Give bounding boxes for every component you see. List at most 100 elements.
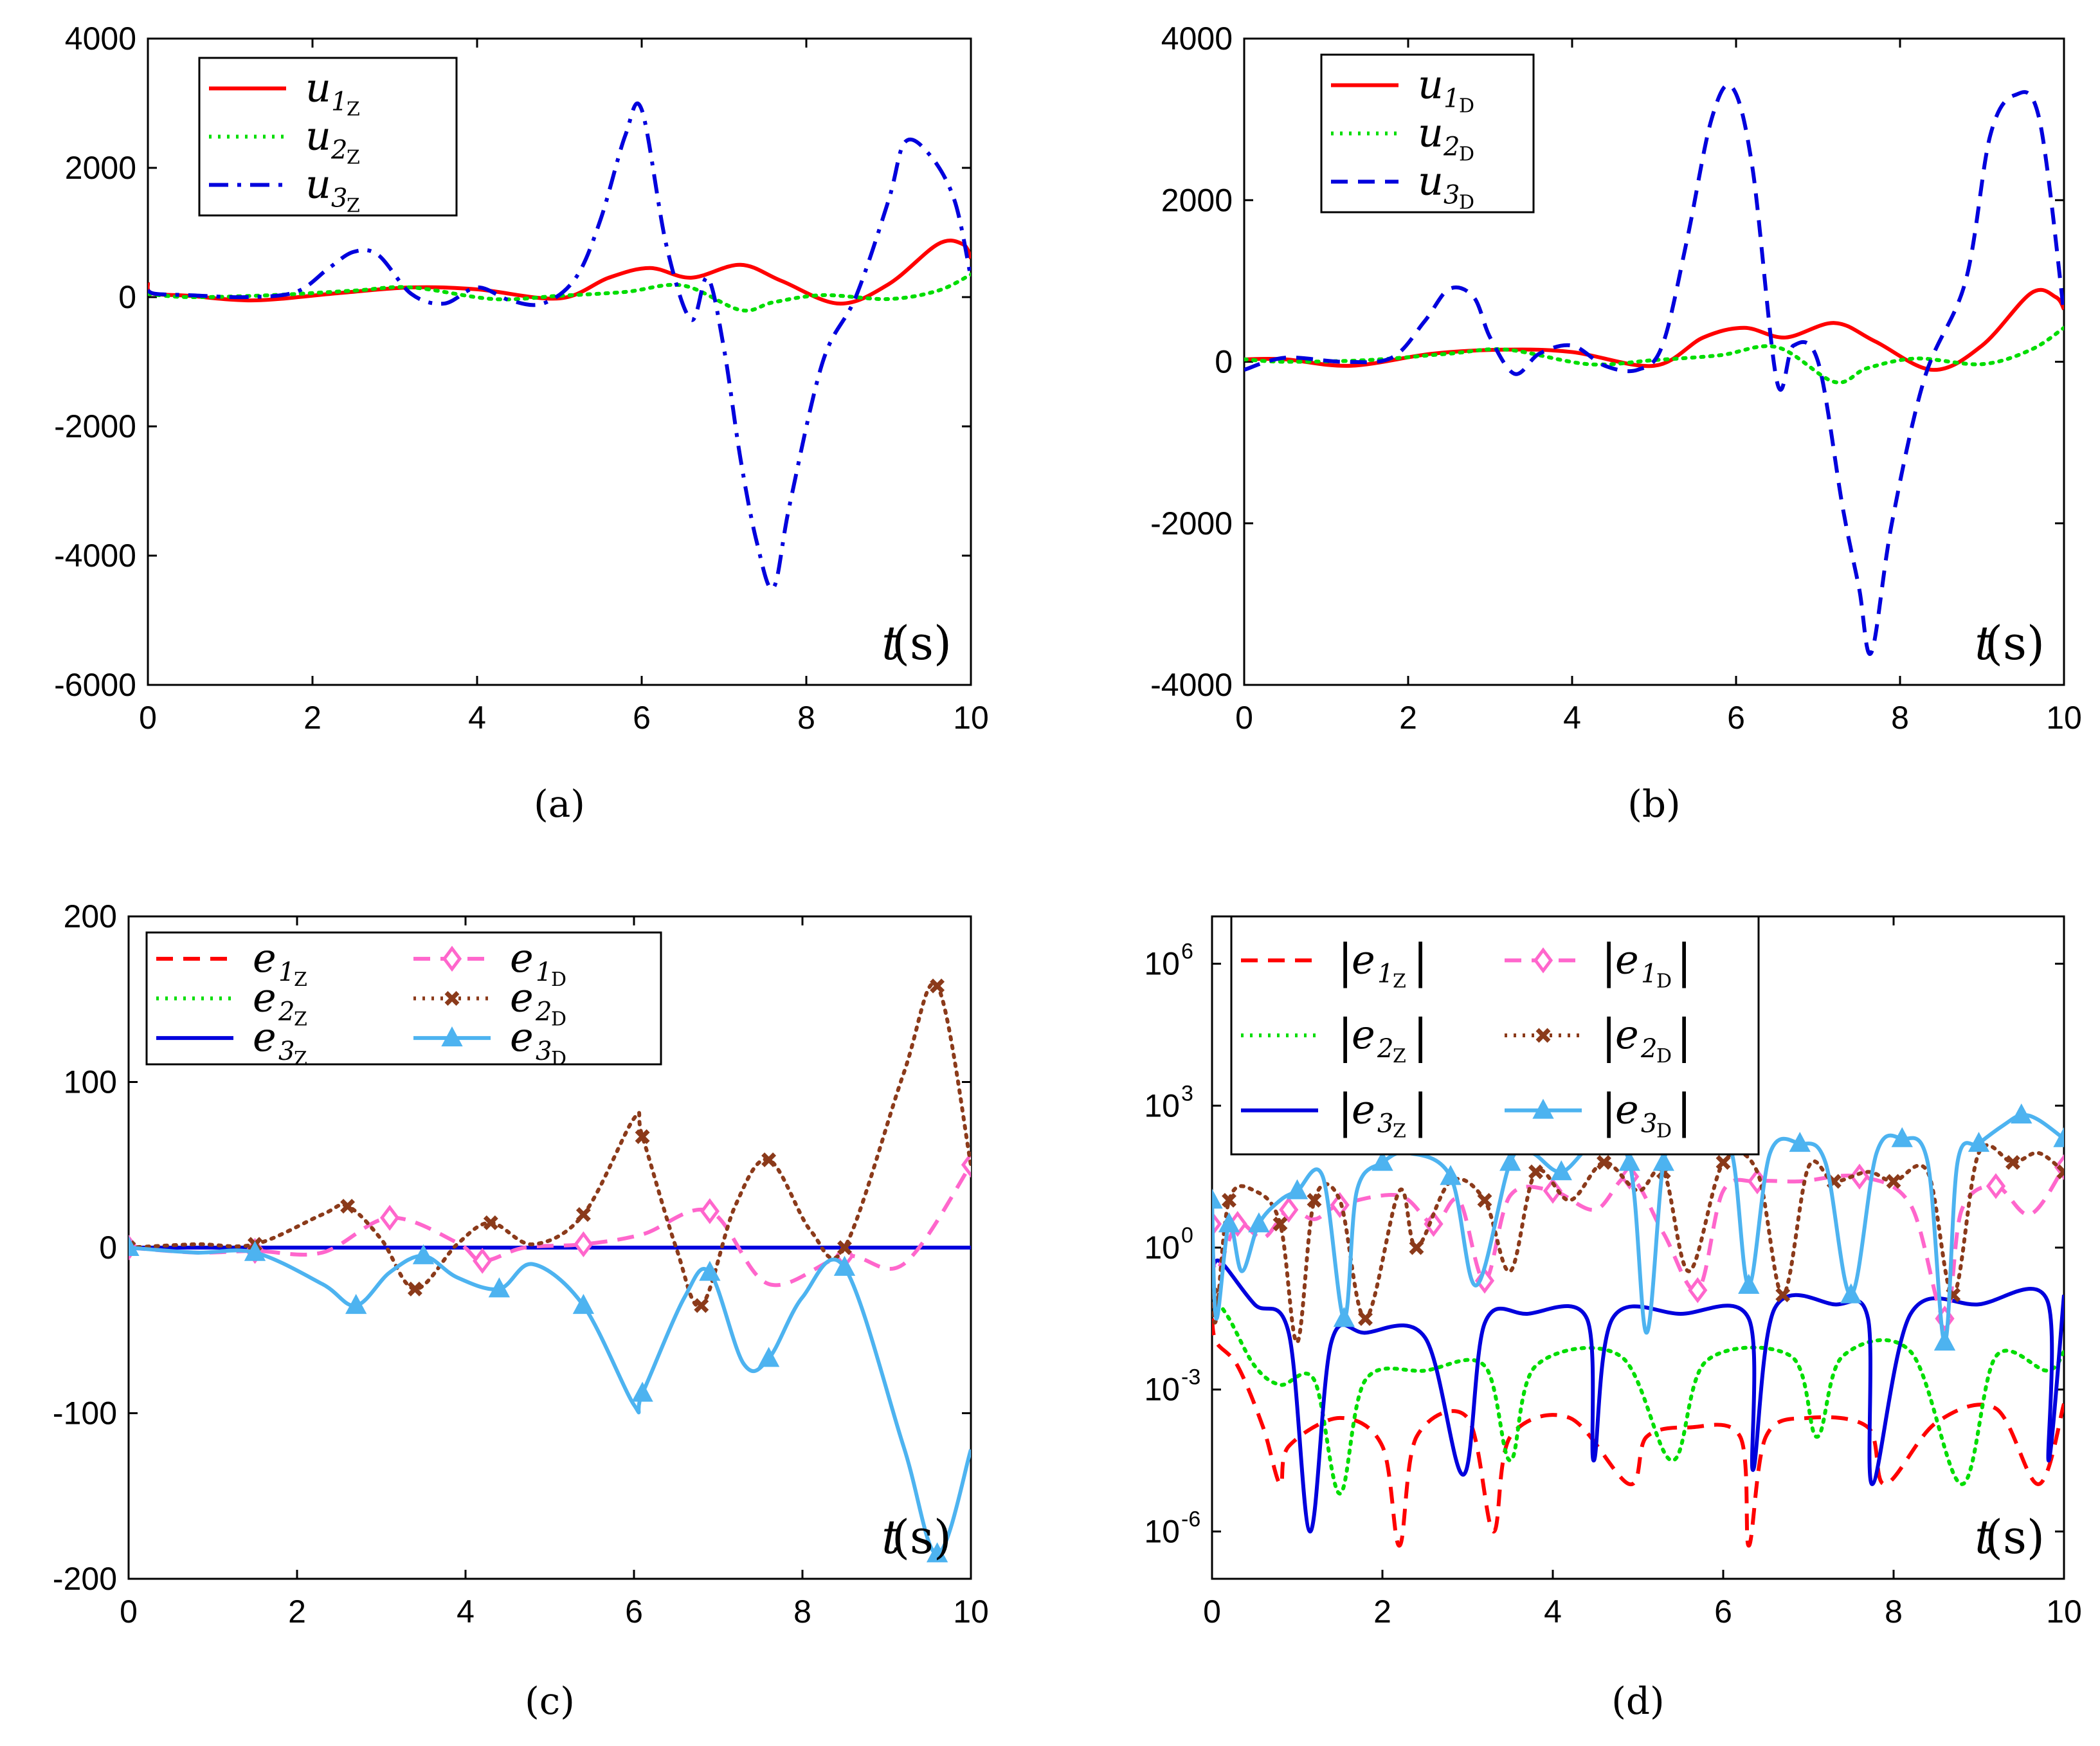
legend-subsub: D bbox=[1656, 970, 1672, 992]
legend-sub: 2 bbox=[1377, 1034, 1393, 1064]
legend-label: e bbox=[510, 934, 534, 981]
legend-abs-bar: | bbox=[1413, 1009, 1428, 1063]
panel-caption: (a) bbox=[534, 782, 585, 826]
legend-label: u bbox=[1418, 158, 1444, 205]
x-tick-label: 2 bbox=[303, 700, 321, 736]
legend-subsub: D bbox=[1459, 143, 1474, 166]
x-axis-label: t bbox=[1975, 1510, 1994, 1564]
legend-marker bbox=[444, 991, 460, 1006]
legend-box bbox=[1230, 915, 1760, 1156]
x-tick-label: 4 bbox=[1563, 700, 1581, 736]
y-tick-exponent: 6 bbox=[1181, 940, 1193, 964]
y-tick-exponent: 3 bbox=[1181, 1081, 1193, 1105]
y-tick-label: 0 bbox=[118, 279, 136, 315]
series-line-e2z bbox=[1212, 1293, 2064, 1496]
y-tick-label: 100 bbox=[64, 1064, 117, 1100]
y-tick-label: -4000 bbox=[54, 538, 136, 574]
legend-subsub: Z bbox=[1393, 1045, 1406, 1068]
data-marker bbox=[483, 1215, 498, 1230]
x-tick-label: 10 bbox=[953, 700, 989, 736]
data-marker bbox=[930, 978, 945, 994]
x-tick-label: 8 bbox=[797, 700, 815, 736]
legend-label: e bbox=[1615, 936, 1639, 983]
legend-abs-bar: | bbox=[1601, 1009, 1616, 1063]
data-marker bbox=[1597, 1155, 1611, 1170]
x-tick-label: 0 bbox=[1235, 700, 1253, 736]
data-marker bbox=[345, 1294, 367, 1314]
legend-sub: 2 bbox=[1640, 1034, 1657, 1064]
legend-sub: 1 bbox=[278, 958, 294, 987]
y-tick-label: 10 bbox=[1144, 1372, 1180, 1408]
legend-marker bbox=[441, 1026, 463, 1047]
data-marker bbox=[340, 1199, 356, 1214]
data-marker bbox=[1543, 1178, 1563, 1204]
legend: e 1Ze 2Ze 3Ze 1De 2De 3D bbox=[145, 931, 662, 1070]
legend-subsub: D bbox=[1459, 95, 1474, 118]
legend-abs-bar: | bbox=[1413, 1084, 1428, 1138]
data-marker bbox=[1212, 1188, 1223, 1209]
data-marker bbox=[574, 1231, 593, 1258]
x-axis-unit: (s) bbox=[892, 616, 952, 670]
series-line-u2z bbox=[148, 272, 971, 313]
data-marker bbox=[407, 1281, 422, 1296]
series-line-e3d bbox=[1212, 1113, 2064, 1345]
series-line-u3d bbox=[1244, 83, 2064, 657]
y-tick-label: 200 bbox=[64, 898, 117, 934]
y-tick-label: 2000 bbox=[1161, 182, 1233, 218]
legend-subsub: Z bbox=[347, 195, 360, 217]
legend-subsub: Z bbox=[294, 1008, 307, 1031]
legend-subsub: Z bbox=[1393, 970, 1406, 992]
legend-subsub: D bbox=[1656, 1045, 1672, 1068]
legend-label: e bbox=[1352, 1086, 1375, 1133]
data-marker bbox=[1618, 1150, 1640, 1171]
data-marker bbox=[1477, 1192, 1492, 1208]
x-axis-unit: (s) bbox=[892, 1510, 952, 1564]
legend-marker bbox=[1533, 947, 1553, 974]
data-marker bbox=[129, 1235, 140, 1256]
legend-abs-bar: | bbox=[1601, 1084, 1616, 1138]
x-tick-label: 6 bbox=[633, 700, 651, 736]
series-group bbox=[129, 978, 971, 1563]
data-marker bbox=[2056, 1164, 2064, 1179]
y-tick-label: -200 bbox=[53, 1561, 117, 1597]
x-axis-label: t bbox=[882, 616, 901, 670]
x-tick-label: 6 bbox=[1727, 700, 1745, 736]
series-line-e3z bbox=[1212, 1259, 2064, 1534]
y-tick-label: 4000 bbox=[65, 21, 136, 57]
x-tick-label: 10 bbox=[953, 1594, 989, 1630]
series-group bbox=[1244, 83, 2064, 657]
x-tick-label: 10 bbox=[2046, 700, 2082, 736]
legend-sub: 3 bbox=[1377, 1109, 1393, 1139]
data-marker bbox=[635, 1129, 650, 1144]
legend-sub: 3 bbox=[536, 1037, 552, 1066]
legend-sub: 2 bbox=[1443, 132, 1460, 162]
data-marker bbox=[575, 1207, 591, 1222]
series-line-u3z bbox=[148, 101, 971, 591]
series-line-e2d bbox=[1212, 1143, 2064, 1345]
legend-label: u bbox=[1418, 109, 1444, 156]
data-marker bbox=[1789, 1132, 1811, 1152]
data-marker bbox=[1440, 1165, 1462, 1185]
x-tick-label: 0 bbox=[139, 700, 157, 736]
data-marker bbox=[1986, 1173, 2006, 1199]
data-marker bbox=[473, 1248, 493, 1274]
data-marker bbox=[1272, 1216, 1288, 1232]
legend-sub: 1 bbox=[1444, 84, 1460, 114]
legend: u 1Du 2Du 3D bbox=[1320, 53, 1535, 214]
data-marker bbox=[1409, 1240, 1424, 1255]
x-tick-label: 4 bbox=[1544, 1594, 1562, 1630]
data-marker bbox=[761, 1152, 777, 1168]
legend-sub: 3 bbox=[331, 184, 347, 214]
legend-subsub: D bbox=[1459, 192, 1474, 214]
legend-label: e bbox=[1615, 1011, 1639, 1058]
legend-marker bbox=[1535, 1028, 1551, 1043]
legend-sub: 2 bbox=[278, 997, 294, 1027]
legend-sub: 3 bbox=[1444, 181, 1460, 210]
data-marker bbox=[1738, 1273, 1760, 1294]
data-marker bbox=[1286, 1179, 1308, 1199]
y-tick-label: -100 bbox=[53, 1396, 117, 1432]
legend-label: u bbox=[305, 64, 331, 111]
x-tick-label: 2 bbox=[1373, 1594, 1391, 1630]
